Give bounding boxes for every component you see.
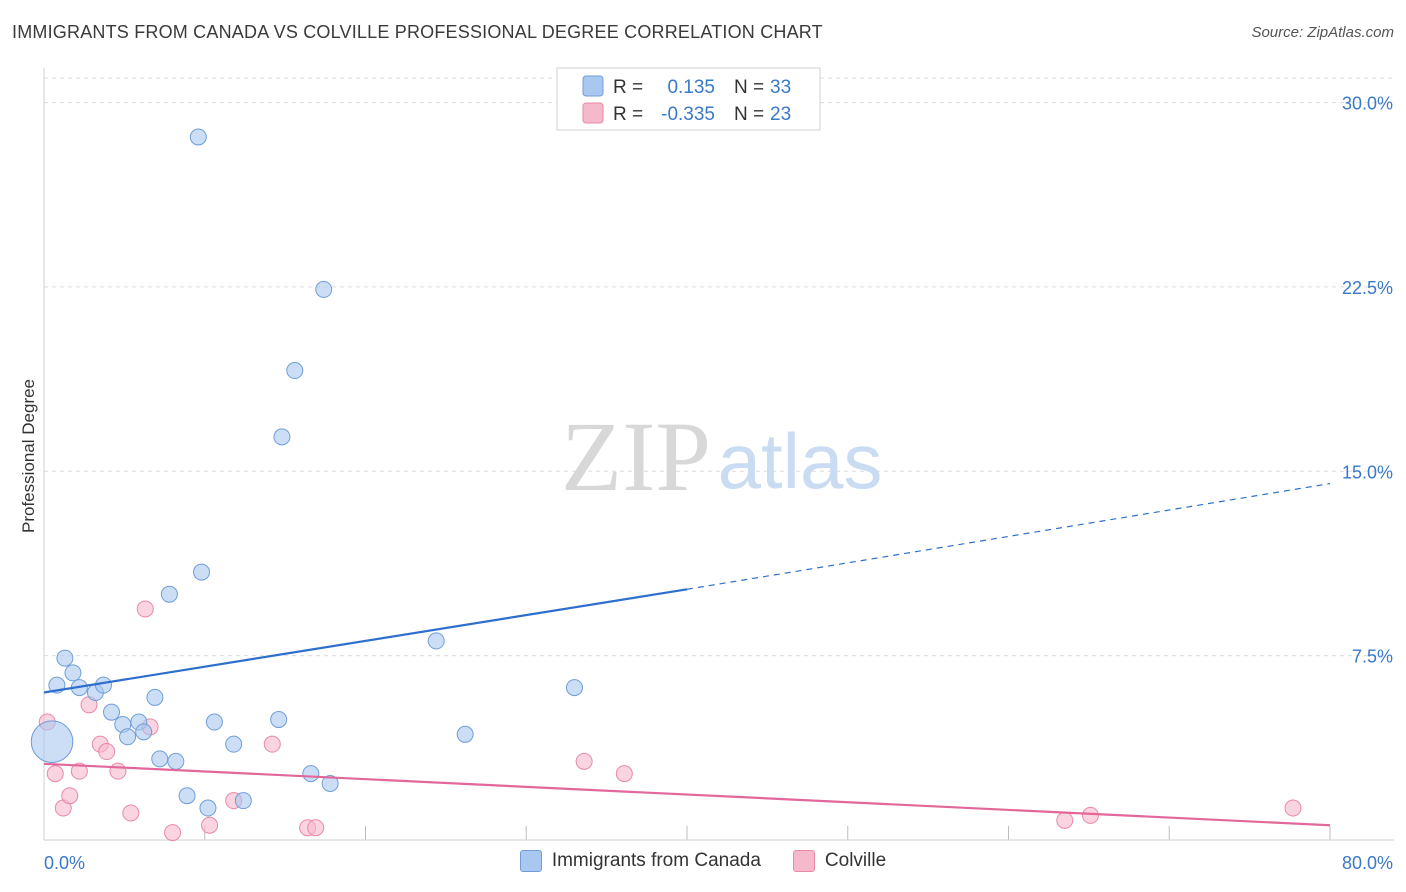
canada-point-15 [167, 752, 185, 770]
canada-points [30, 128, 583, 817]
colville-point-22 [1284, 799, 1302, 817]
canada-point-27 [315, 280, 333, 298]
y-tick-label-22-5: 22.5% [1342, 278, 1393, 298]
correlation-legend: R = 0.135 N = 33 R = -0.335 N = 23 [556, 67, 821, 131]
legend-n-label-colville: N = [734, 104, 764, 125]
x-axis-ticks [204, 826, 1331, 840]
legend-label-canada: Immigrants from Canada [551, 850, 761, 871]
legend-item-colville: Colville [792, 850, 887, 872]
colville-point-4 [70, 762, 88, 780]
colville-point-10 [136, 600, 154, 618]
x-tick-label-80: 80.0% [1342, 853, 1393, 873]
colville-point-1 [46, 765, 64, 783]
canada-trend-extension [686, 482, 1331, 590]
canada-point-9 [119, 728, 137, 746]
colville-point-21 [1081, 806, 1099, 824]
canada-point-12 [146, 688, 164, 706]
canada-point-18 [193, 563, 211, 581]
series-legend: Immigrants from Canada Colville [0, 850, 1406, 872]
colville-point-17 [307, 819, 325, 837]
canada-point-20 [205, 713, 223, 731]
legend-r-value-colville: -0.335 [661, 104, 715, 125]
y-tick-label-30: 30.0% [1342, 94, 1393, 114]
canada-point-26 [302, 765, 320, 783]
legend-item-canada: Immigrants from Canada [519, 850, 761, 872]
canada-point-0 [30, 720, 74, 763]
colville-point-19 [615, 765, 633, 783]
canada-trend-line [43, 588, 688, 694]
watermark-zip: ZIP [561, 401, 711, 512]
canada-point-21 [225, 735, 243, 753]
trend-lines [43, 482, 1331, 827]
colville-point-18 [575, 752, 593, 770]
colville-point-9 [122, 804, 140, 822]
legend-r-label-canada: R = [613, 77, 643, 98]
legend-n-value-colville: 23 [770, 104, 791, 125]
colville-point-13 [201, 816, 219, 834]
legend-swatch-colville-bottom [792, 850, 815, 872]
canada-point-19 [199, 799, 217, 817]
watermark-atlas: atlas [718, 417, 883, 505]
canada-point-24 [270, 711, 288, 729]
gridlines [44, 77, 1394, 657]
colville-point-12 [164, 824, 182, 842]
canada-point-22 [234, 792, 252, 810]
y-axis-tick-labels: 7.5% 15.0% 22.5% 30.0% [1342, 94, 1393, 667]
source-label: Source: ZipAtlas.com [1251, 24, 1394, 41]
canada-point-23 [273, 428, 291, 446]
canada-point-6 [94, 676, 112, 694]
legend-swatch-colville [582, 102, 604, 124]
legend-n-value-canada: 33 [770, 77, 791, 98]
colville-points [38, 600, 1302, 842]
legend-swatch-canada-bottom [519, 850, 542, 872]
canada-point-25 [286, 362, 304, 380]
colville-point-15 [263, 735, 281, 753]
canada-point-16 [178, 787, 196, 805]
canada-point-7 [103, 703, 121, 721]
canada-point-11 [135, 723, 153, 741]
y-axis-label: Professional Degree [19, 379, 38, 533]
chart-title: IMMIGRANTS FROM CANADA VS COLVILLE PROFE… [12, 22, 823, 42]
canada-point-28 [321, 774, 339, 792]
canada-point-30 [456, 725, 474, 743]
legend-r-value-canada: 0.135 [667, 77, 715, 98]
y-tick-label-7-5: 7.5% [1352, 647, 1393, 667]
canada-point-13 [151, 750, 169, 768]
canada-point-29 [427, 632, 445, 650]
y-tick-label-15: 15.0% [1342, 462, 1393, 482]
canada-point-14 [160, 585, 178, 603]
legend-label-colville: Colville [824, 850, 887, 871]
colville-point-3 [61, 787, 79, 805]
canada-point-2 [56, 649, 74, 667]
colville-point-20 [1056, 811, 1074, 829]
canada-point-31 [565, 679, 583, 697]
legend-r-label-colville: R = [613, 104, 643, 125]
legend-n-label-canada: N = [734, 77, 764, 98]
colville-point-7 [98, 743, 116, 761]
canada-point-17 [189, 128, 207, 146]
colville-point-8 [109, 762, 127, 780]
legend-swatch-canada [582, 75, 604, 97]
x-tick-label-0: 0.0% [44, 853, 85, 873]
canada-point-3 [64, 664, 82, 682]
colville-trend-line [43, 762, 1331, 827]
